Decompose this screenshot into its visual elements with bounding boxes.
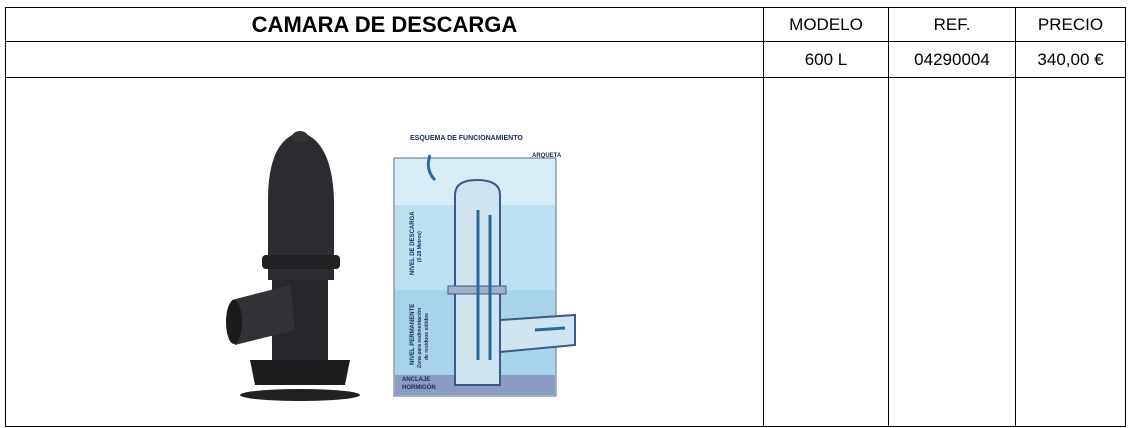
diagram-label: (0.28 Metros): [417, 231, 423, 262]
header-cell: MODELO: [763, 7, 889, 42]
header-cell: PRECIO: [1015, 7, 1126, 42]
price-table: CAMARA DE DESCARGA MODELO REF. PRECIO 60…: [5, 7, 1126, 427]
image-row: [5, 77, 1126, 427]
cell: [763, 77, 889, 427]
diagram-label: ARQUETA: [532, 153, 562, 159]
diagram-label: de residuos sólidos: [424, 313, 430, 360]
diagram-label: HORMIGÓN: [402, 383, 436, 391]
image-cell: [5, 77, 764, 427]
diagram: ESQUEMA DE FUNCIONAMIENTO ARQUETA NIVEL …: [393, 135, 576, 397]
price-cell: 340,00 €: [1015, 41, 1126, 78]
diagram-label: NIVEL DE DESCARGA: [410, 211, 416, 275]
header-row: CAMARA DE DESCARGA MODELO REF. PRECIO: [5, 7, 1126, 42]
diagram-label: Zona para sedimentación: [417, 308, 423, 368]
product-photo: [226, 131, 360, 401]
diagram-label: ANCLAJE: [402, 377, 430, 383]
cell: [888, 77, 1016, 427]
diagram-label: NIVEL PERMANENTE: [410, 304, 416, 365]
diagram-title: ESQUEMA DE FUNCIONAMIENTO: [410, 135, 523, 142]
cell: [1015, 77, 1126, 427]
product-title: CAMARA DE DESCARGA: [5, 7, 764, 42]
ref-cell: 04290004: [888, 41, 1016, 78]
